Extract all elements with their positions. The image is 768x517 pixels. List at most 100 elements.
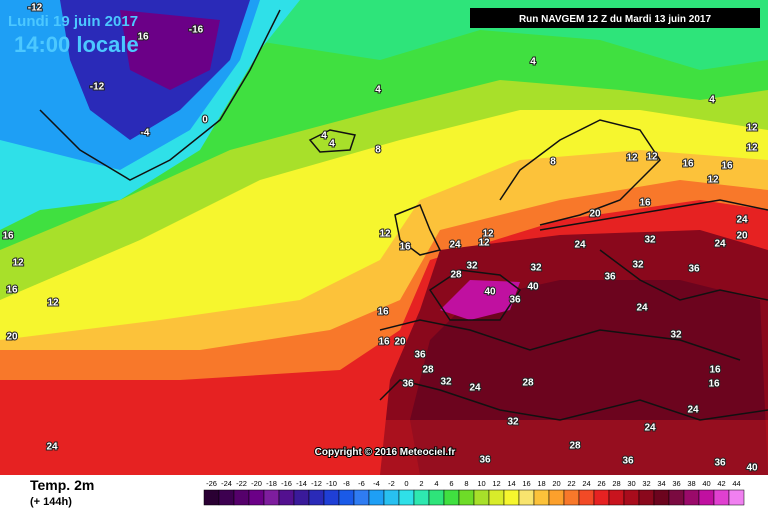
contour-label: 36 [414,350,426,361]
scale-tick-label: -24 [221,479,232,488]
scale-tick-label: -12 [311,479,322,488]
contour-label: 16 [708,379,720,390]
scale-swatch [278,489,295,506]
scale-swatch [668,489,685,506]
contour-label: 40 [746,463,758,474]
contour-label: 12 [478,238,490,249]
contour-label: -12 [90,82,105,93]
contour-label: -12 [28,3,43,14]
contour-label: 28 [422,365,434,376]
contour-label: 40 [484,287,496,298]
contour-label: 28 [522,378,534,389]
contour-label: 12 [47,298,59,309]
scale-swatch [248,489,265,506]
run-box [470,8,760,28]
scale-tick-label: 8 [464,479,468,488]
contour-label: 4 [530,57,536,68]
scale-swatch [368,489,385,506]
contour-label: 12 [746,143,758,154]
scale-swatch [398,489,415,506]
contour-label: 36 [688,264,700,275]
contour-label: 24 [449,240,461,251]
scale-tick-label: 38 [687,479,695,488]
scale-tick-label: 36 [672,479,680,488]
contour-label: 16 [378,337,390,348]
scale-tick-label: -16 [281,479,292,488]
scale-swatch [428,489,445,506]
contour-label: 12 [482,229,494,240]
scale-tick-label: 20 [552,479,560,488]
contour-label: 16 [682,159,694,170]
contour-label: 28 [569,441,581,452]
contour-label: 24 [574,240,586,251]
contour-label: 16 [377,307,389,318]
copyright: Copyright © 2016 Meteociel.fr [315,447,456,458]
scale-swatch [683,489,700,506]
contour-label: 4 [321,131,327,142]
scale-tick-label: 26 [597,479,605,488]
contour-label: 24 [469,383,481,394]
contour-label: 24 [687,405,699,416]
contour-label: 12 [707,175,719,186]
scale-swatch [623,489,640,506]
scale-tick-label: 4 [434,479,438,488]
scale-tick-label: 34 [657,479,665,488]
scale-swatch [638,489,655,506]
scale-swatch [353,489,370,506]
contour-label: 20 [736,231,748,242]
contour-label: 32 [644,235,656,246]
contour-label: 32 [530,263,542,274]
forecast-time: 14:00 locale [14,32,139,57]
scale-swatch [593,489,610,506]
scale-swatch [383,489,400,506]
scale-swatch [578,489,595,506]
contour-label: 40 [527,282,539,293]
scale-swatch [728,489,745,506]
scale-swatch [503,489,520,506]
contour-label: 16 [721,161,733,172]
scale-tick-label: -10 [326,479,337,488]
contour-label: 24 [46,442,58,453]
scale-swatch [518,489,535,506]
contour-label: 28 [450,270,462,281]
scale-tick-label: 2 [419,479,423,488]
contour-label: 32 [632,260,644,271]
contour-label: 24 [636,303,648,314]
contour-label: 36 [622,456,634,467]
contour-label: 32 [507,417,519,428]
contour-label: 20 [6,332,18,343]
scale-swatch [338,489,355,506]
scale-tick-label: -6 [358,479,365,488]
contour-label: -4 [141,128,150,139]
contour-label: 12 [626,153,638,164]
scale-swatch [293,489,310,506]
scale-tick-label: 24 [582,479,590,488]
scale-tick-label: -2 [388,479,395,488]
scale-tick-label: 10 [477,479,485,488]
scale-swatch [263,489,280,506]
scale-swatch [488,489,505,506]
scale-swatch [548,489,565,506]
scale-tick-label: -22 [236,479,247,488]
contour-label: 20 [394,337,406,348]
contour-label: 24 [736,215,748,226]
scale-swatch [413,489,430,506]
contour-label: 16 [639,198,651,209]
scale-tick-label: -20 [251,479,262,488]
scale-swatch [203,489,220,506]
contour-label: 36 [714,458,726,469]
scale-tick-label: -14 [296,479,307,488]
forecast-date: Lundi 19 juin 2017 [8,13,138,30]
contour-label: -16 [189,25,204,36]
scale-swatch [233,489,250,506]
scale-tick-label: 28 [612,479,620,488]
scale-swatch [608,489,625,506]
scale-tick-label: 16 [522,479,530,488]
contour-label: 0 [202,115,208,126]
scale-tick-label: 22 [567,479,575,488]
scale-tick-label: -4 [373,479,380,488]
scale-swatch [653,489,670,506]
scale-tick-label: 0 [404,479,408,488]
